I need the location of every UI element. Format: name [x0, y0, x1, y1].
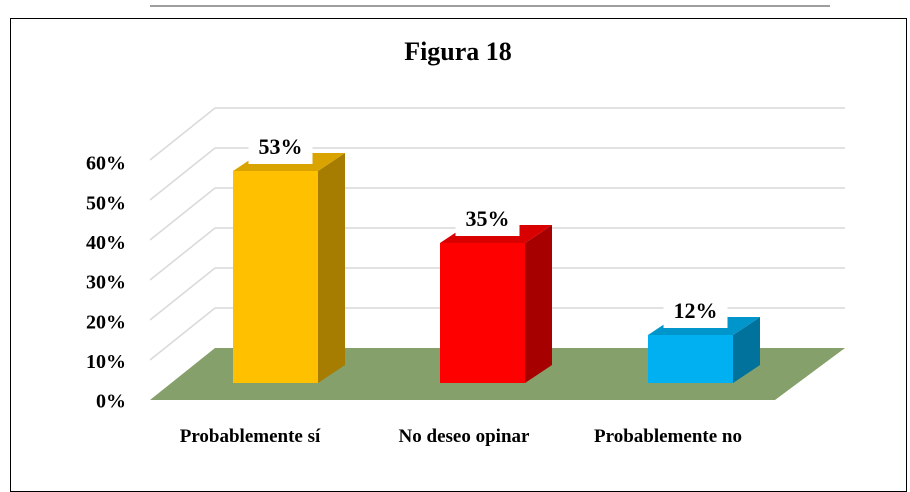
bar-front	[440, 243, 525, 383]
y-tick-label: 60%	[86, 153, 126, 175]
grid-line	[149, 107, 845, 161]
value-label-box	[455, 206, 520, 236]
grid-line	[149, 187, 845, 241]
y-tick-label: 0%	[96, 391, 126, 413]
bar-front	[233, 171, 318, 383]
value-label-box	[248, 134, 313, 164]
x-tick-label: Probablemente no	[594, 426, 742, 447]
value-label: 53%	[259, 134, 303, 159]
grid-line	[149, 267, 845, 321]
y-tick-label: 10%	[86, 351, 126, 373]
bar-side	[318, 153, 345, 383]
value-label: 12%	[674, 298, 718, 323]
y-tick-label: 40%	[86, 232, 126, 254]
bar	[233, 153, 345, 383]
bar	[440, 225, 552, 383]
chart-title: Figura 18	[404, 37, 512, 66]
grid-line	[149, 147, 845, 201]
grid-line	[149, 307, 845, 361]
bar-side	[733, 317, 760, 383]
y-tick-label: 50%	[86, 192, 126, 214]
bar-front	[648, 335, 733, 383]
value-label: 35%	[466, 206, 510, 231]
value-label-box	[663, 298, 728, 328]
y-tick-label: 30%	[86, 272, 126, 294]
y-tick-label: 20%	[86, 311, 126, 333]
bar-side	[525, 225, 552, 383]
grid-line	[149, 227, 845, 281]
x-tick-label: No deseo opinar	[398, 426, 530, 447]
x-tick-label: Probablemente sí	[179, 426, 321, 447]
